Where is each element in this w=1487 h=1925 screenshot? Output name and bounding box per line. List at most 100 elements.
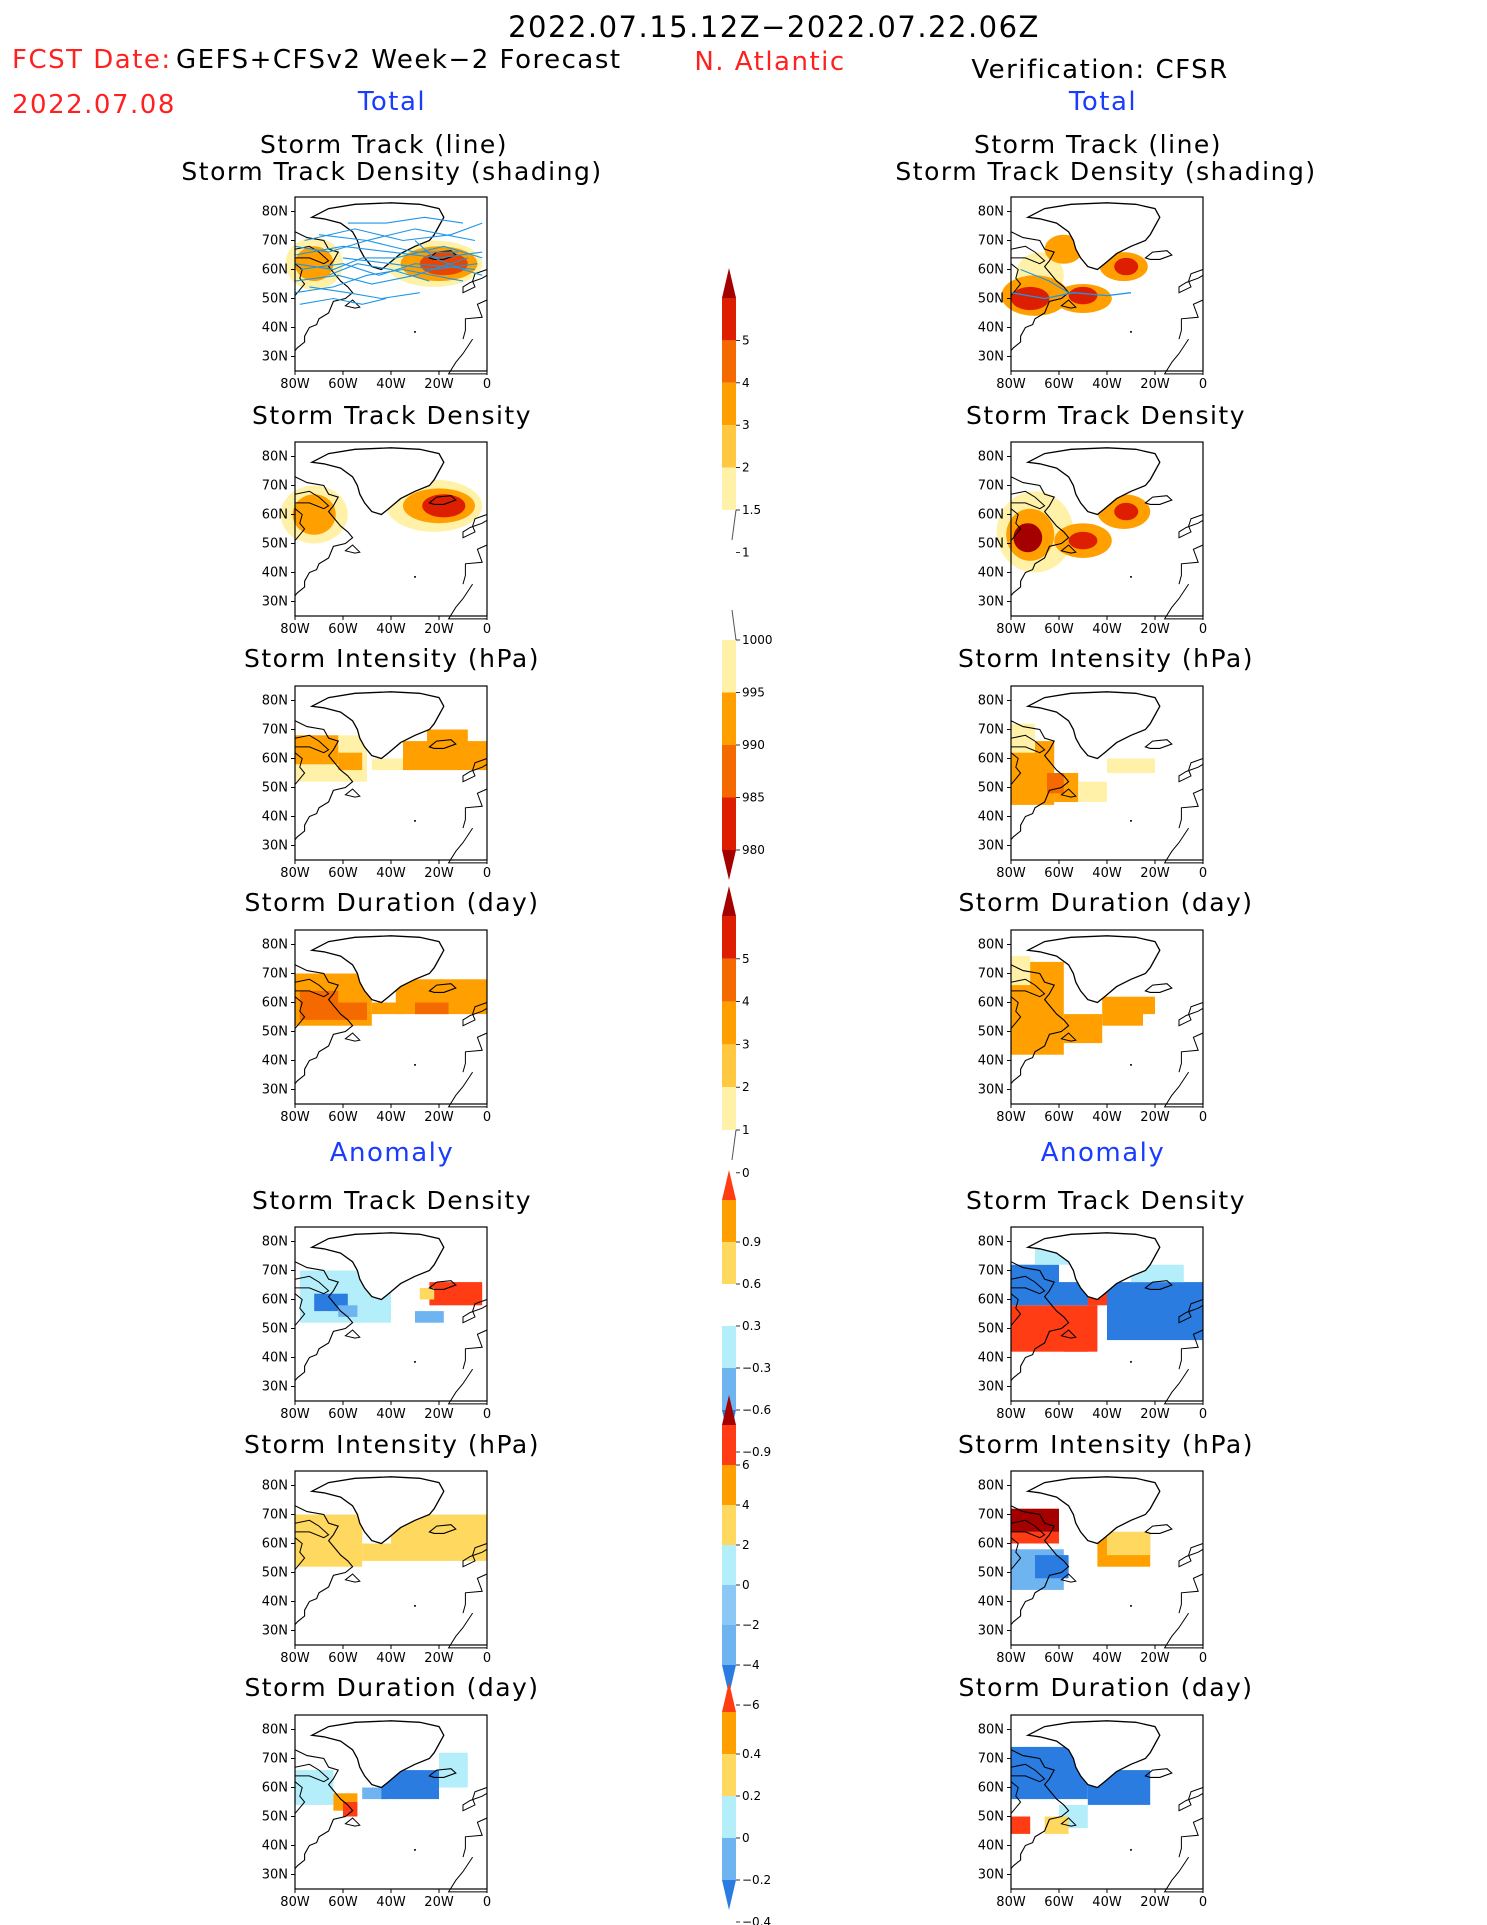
lat-tick-label: 60N [978, 752, 1004, 767]
colorbar-label: 4 [742, 376, 750, 390]
colorbar-label: 0.3 [742, 1319, 761, 1333]
lon-tick-label: 80W [280, 866, 310, 881]
verification-label: Verification: CFSR [971, 55, 1229, 85]
lat-tick-label: 40N [978, 1054, 1004, 1069]
lon-tick-label: 0 [1199, 1651, 1207, 1666]
colorbar-label: −0.2 [742, 1873, 771, 1887]
lat-tick-label: 80N [262, 450, 288, 465]
lat-tick-label: 50N [978, 1322, 1004, 1337]
lat-tick-label: 70N [262, 1752, 288, 1767]
lon-tick-label: 40W [376, 1651, 406, 1666]
colorbar-anomaly-duration: 0.4 0.2 0 −0.2 −0.4 [722, 1682, 771, 1925]
lon-tick-label: 40W [376, 622, 406, 637]
colorbar-label: 5 [742, 952, 750, 966]
colorbar-label: −0.9 [742, 1445, 771, 1459]
lon-tick-label: 20W [1140, 622, 1170, 637]
colorbar-label: 4 [742, 1498, 750, 1512]
map-panel-r3-c0: 80N 70N 60N 50N 40N 30N 80W 60W 40W 20W 0 [262, 929, 491, 1125]
lat-tick-label: 70N [978, 479, 1004, 494]
lon-tick-label: 60W [1044, 866, 1074, 881]
lon-tick-label: 20W [424, 622, 454, 637]
lat-tick-label: 30N [978, 1083, 1004, 1098]
colorbar-label: 1 [742, 1123, 750, 1137]
colorbar-label: 3 [742, 1037, 750, 1051]
lat-tick-label: 80N [978, 1723, 1004, 1738]
lat-tick-label: 30N [262, 595, 288, 610]
map-panel-r3-c1: 80N 70N 60N 50N 40N 30N 80W 60W 40W 20W 0 [978, 929, 1207, 1125]
lon-tick-label: 20W [424, 1110, 454, 1125]
map-panel-r4-c1: 80N 70N 60N 50N 40N 30N 80W 60W 40W 20W 0 [978, 1226, 1207, 1422]
panel-title-duration-left: Storm Duration (day) [244, 888, 540, 917]
lat-tick-label: 30N [262, 839, 288, 854]
lon-tick-label: 60W [1044, 377, 1074, 392]
colorbar-label: 0 [742, 1166, 750, 1180]
colorbar-anomaly-intensity: 6 4 2 0 −2 −4 −6 [722, 1395, 760, 1712]
lat-tick-label: 80N [978, 694, 1004, 709]
lon-tick-label: 0 [483, 377, 491, 392]
panel-title-track-line-right: Storm Track (line) [973, 130, 1223, 159]
map-panel-r5-c0: 80N 70N 60N 50N 40N 30N 80W 60W 40W 20W 0 [262, 1470, 491, 1666]
lat-tick-label: 40N [262, 566, 288, 581]
lon-tick-label: 40W [376, 1895, 406, 1910]
panel-title-track-shading-left: Storm Track Density (shading) [181, 157, 603, 186]
lat-tick-label: 50N [262, 292, 288, 307]
panel-title-anom-intensity-left: Storm Intensity (hPa) [244, 1430, 540, 1459]
map-panel-r5-c1: 80N 70N 60N 50N 40N 30N 80W 60W 40W 20W 0 [978, 1470, 1207, 1666]
colorbar-label: 0.6 [742, 1277, 761, 1291]
lat-tick-label: 50N [262, 1025, 288, 1040]
colorbar-label: 0.2 [742, 1789, 761, 1803]
colorbar-label: 2 [742, 1080, 750, 1094]
lat-tick-label: 70N [262, 479, 288, 494]
lat-tick-label: 70N [262, 1508, 288, 1523]
lat-tick-label: 50N [262, 1322, 288, 1337]
lon-tick-label: 60W [1044, 622, 1074, 637]
lat-tick-label: 40N [978, 1595, 1004, 1610]
lat-tick-label: 50N [978, 1810, 1004, 1825]
lat-tick-label: 70N [978, 1264, 1004, 1279]
lat-tick-label: 30N [978, 839, 1004, 854]
colorbar-label: 0 [742, 1831, 750, 1845]
colorbar-label: −6 [742, 1698, 760, 1712]
lat-tick-label: 80N [262, 1235, 288, 1250]
lat-tick-label: 50N [978, 537, 1004, 552]
lon-tick-label: 20W [424, 866, 454, 881]
lat-tick-label: 50N [262, 1810, 288, 1825]
region-label: N. Atlantic [694, 47, 846, 77]
lon-tick-label: 20W [1140, 1895, 1170, 1910]
lat-tick-label: 70N [262, 723, 288, 738]
map-panel-r0-c1: 80N 70N 60N 50N 40N 30N 80W 60W 40W 20W 0 [978, 196, 1207, 392]
map-panel-r2-c0: 80N 70N 60N 50N 40N 30N 80W 60W 40W 20W 0 [262, 685, 491, 881]
lon-tick-label: 40W [376, 1110, 406, 1125]
lat-tick-label: 60N [262, 1293, 288, 1308]
lon-tick-label: 0 [1199, 1895, 1207, 1910]
lat-tick-label: 50N [978, 1025, 1004, 1040]
colorbar-label: 6 [742, 1458, 750, 1472]
lat-tick-label: 60N [262, 263, 288, 278]
forecast-model-label: GEFS+CFSv2 Week−2 Forecast [176, 45, 622, 75]
lon-tick-label: 0 [1199, 1110, 1207, 1125]
lon-tick-label: 60W [328, 1895, 358, 1910]
lon-tick-label: 60W [328, 1651, 358, 1666]
lat-tick-label: 70N [262, 967, 288, 982]
lat-tick-label: 50N [978, 781, 1004, 796]
lat-tick-label: 40N [262, 810, 288, 825]
panel-title-intensity-left: Storm Intensity (hPa) [244, 644, 540, 673]
map-panel-r4-c0: 80N 70N 60N 50N 40N 30N 80W 60W 40W 20W 0 [262, 1226, 491, 1422]
lon-tick-label: 0 [1199, 622, 1207, 637]
lon-tick-label: 40W [376, 377, 406, 392]
colorbar-label: −4 [742, 1658, 760, 1672]
lat-tick-label: 80N [262, 938, 288, 953]
lat-tick-label: 60N [262, 1537, 288, 1552]
lat-tick-label: 30N [262, 1624, 288, 1639]
lat-tick-label: 40N [262, 1351, 288, 1366]
lon-tick-label: 80W [280, 1407, 310, 1422]
lon-tick-label: 0 [483, 1651, 491, 1666]
colorbar-total-intensity: 1000 995 990 985 980 [722, 609, 773, 880]
lon-tick-label: 60W [328, 622, 358, 637]
lat-tick-label: 60N [978, 1293, 1004, 1308]
lat-tick-label: 80N [262, 205, 288, 220]
panel-title-anom-duration-left: Storm Duration (day) [244, 1673, 540, 1702]
lat-tick-label: 60N [978, 1537, 1004, 1552]
lon-tick-label: 80W [280, 1110, 310, 1125]
